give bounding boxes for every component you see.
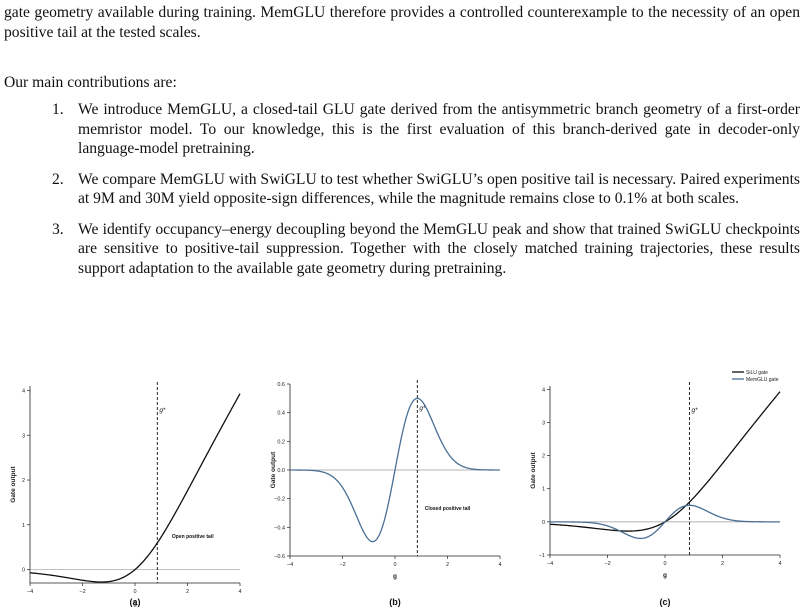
y-tick-label: −0.2 xyxy=(274,497,285,503)
peak-marker-label: g* xyxy=(159,407,166,414)
gate-chart-b: −4 −2 0 2 4 −0.6 −0.4 −0.2 0.0 0.2 0.4 0.6 g Gate out… xyxy=(270,380,502,607)
x-tick-label: −2 xyxy=(79,589,85,595)
chart-axes-group: −4 −2 0 2 4 −0.6 −0.4 −0.2 0.0 0.2 0.4 0.6 g Gate out… xyxy=(270,380,502,607)
x-tick-label: 4 xyxy=(238,589,241,595)
y-tick-label: 4 xyxy=(22,388,25,394)
x-tick-label: −4 xyxy=(547,561,553,567)
y-tick-label: 0.0 xyxy=(277,468,285,474)
memglu-gate-series-line xyxy=(290,397,500,543)
y-tick-label: 0.6 xyxy=(277,382,285,388)
y-tick-label: 1 xyxy=(542,487,545,493)
x-tick-label: −4 xyxy=(27,589,33,595)
contribution-item: 3. We identify occupancy–energy decoupli… xyxy=(0,220,800,279)
y-axis-label: Gate output xyxy=(530,451,537,488)
contributions-list: 1. We introduce MemGLU, a closed-tail GL… xyxy=(0,100,800,289)
intro-paragraph: gate geometry available during training.… xyxy=(4,4,800,41)
x-axis-label: g xyxy=(393,573,397,580)
y-tick-label: 0 xyxy=(542,520,545,526)
chart-axes-group: −4 −2 0 2 4 −1 0 1 2 3 4 g Gate output (c) g* SiLU gate… xyxy=(530,370,782,607)
contribution-text: We compare MemGLU with SwiGLU to test wh… xyxy=(78,170,800,208)
peak-marker-label: g* xyxy=(691,407,698,414)
x-tick-label: 4 xyxy=(778,561,781,567)
contribution-item: 2. We compare MemGLU with SwiGLU to test… xyxy=(0,170,800,209)
legend-entry: MemGLU gate xyxy=(746,377,779,383)
figure-panel-a: −4 −2 0 2 4 0 1 2 3 4 g Gate output (a) g* Open positi… xyxy=(0,268,262,612)
x-tick-label: 0 xyxy=(663,561,666,567)
y-axis-label: Gate output xyxy=(10,465,17,502)
x-tick-label: 0 xyxy=(133,589,136,595)
chart-axes-group: −4 −2 0 2 4 0 1 2 3 4 g Gate output (a) g* Open positi… xyxy=(10,382,242,607)
silu-gate-series-line xyxy=(549,391,781,532)
legend-entry: SiLU gate xyxy=(746,370,768,376)
panel-label: (b) xyxy=(389,597,401,607)
chart-annotation: Closed positive tail xyxy=(425,506,471,512)
y-tick-label: −0.6 xyxy=(274,554,285,560)
panel-label: (c) xyxy=(660,597,671,607)
x-tick-label: −4 xyxy=(287,562,293,568)
figure-panel-c: −4 −2 0 2 4 −1 0 1 2 3 4 g Gate output (c) g* SiLU gate… xyxy=(524,268,806,612)
y-tick-label: 0 xyxy=(22,568,25,574)
y-tick-label: 2 xyxy=(542,454,545,460)
y-tick-label: 3 xyxy=(542,420,545,426)
x-tick-label: 4 xyxy=(498,562,501,568)
contributions-heading: Our main contributions are: xyxy=(4,74,177,91)
gate-chart-c: −4 −2 0 2 4 −1 0 1 2 3 4 g Gate output (c) g* SiLU gate… xyxy=(530,370,782,607)
x-tick-label: 2 xyxy=(186,589,189,595)
chart-annotation: Open positive tail xyxy=(172,534,214,540)
contribution-item: 1. We introduce MemGLU, a closed-tail GL… xyxy=(0,100,800,159)
list-number: 1. xyxy=(52,101,64,118)
y-tick-label: −1 xyxy=(539,553,545,559)
y-tick-label: 4 xyxy=(542,387,545,393)
gate-chart-a: −4 −2 0 2 4 0 1 2 3 4 g Gate output (a) g* Open positi… xyxy=(10,382,242,607)
x-tick-label: 0 xyxy=(393,562,396,568)
y-tick-label: 0.4 xyxy=(277,411,285,417)
memglu-gate-series-line xyxy=(549,504,780,540)
panel-label: (a) xyxy=(130,597,141,607)
contribution-text: We identify occupancy–energy decoupling … xyxy=(78,220,800,277)
y-tick-label: 0.2 xyxy=(277,439,285,445)
y-tick-label: 3 xyxy=(22,433,25,439)
silu-gate-series-line xyxy=(29,393,241,583)
list-number: 3. xyxy=(52,220,64,238)
list-number: 2. xyxy=(52,170,64,188)
y-axis-label: Gate output xyxy=(270,451,277,488)
contribution-text: We introduce MemGLU, a closed-tail GLU g… xyxy=(78,101,800,157)
y-tick-label: 1 xyxy=(22,523,25,529)
y-tick-label: 2 xyxy=(22,478,25,484)
figure-panel-b: −4 −2 0 2 4 −0.6 −0.4 −0.2 0.0 0.2 0.4 0.6 g Gate out… xyxy=(262,268,524,612)
x-axis-label: g xyxy=(663,572,667,579)
x-tick-label: −2 xyxy=(339,562,345,568)
x-axis-label: g xyxy=(133,600,137,607)
x-tick-label: 2 xyxy=(721,561,724,567)
y-tick-label: −0.4 xyxy=(274,525,285,531)
peak-marker-label: g* xyxy=(419,405,426,412)
x-tick-label: −2 xyxy=(604,561,610,567)
x-tick-label: 2 xyxy=(446,562,449,568)
